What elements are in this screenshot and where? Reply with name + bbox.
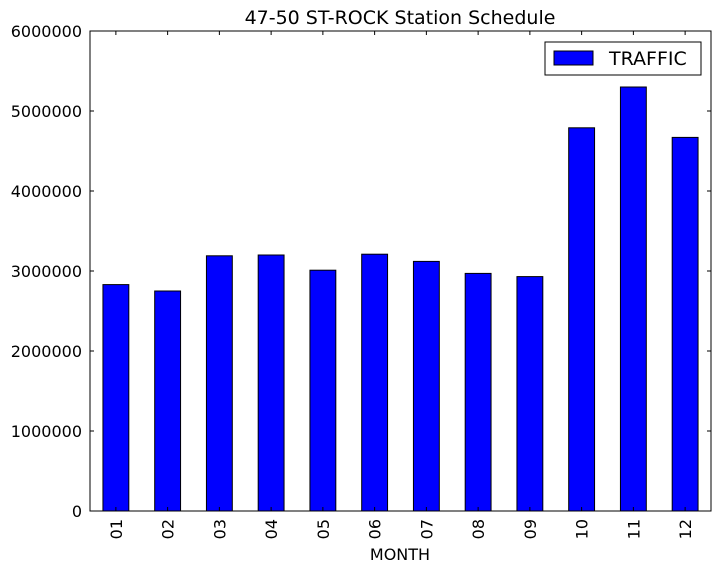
bar-08 bbox=[464, 272, 492, 512]
y-tick-label-6000000: 6000000 bbox=[11, 22, 82, 41]
bar-06 bbox=[361, 253, 389, 512]
legend: TRAFFIC bbox=[544, 41, 702, 76]
y-tick-label-4000000: 4000000 bbox=[11, 182, 82, 201]
bar-09 bbox=[516, 276, 544, 512]
x-tick-label-08: 08 bbox=[469, 519, 488, 539]
legend-label-traffic: TRAFFIC bbox=[608, 48, 687, 70]
x-tick-label-10: 10 bbox=[573, 519, 592, 539]
x-tick-label-05: 05 bbox=[314, 519, 333, 539]
x-tick-label-03: 03 bbox=[210, 519, 229, 539]
bar-01 bbox=[102, 284, 130, 512]
bar-12 bbox=[671, 136, 699, 512]
y-tick-label-3000000: 3000000 bbox=[11, 262, 82, 281]
x-tick-label-06: 06 bbox=[366, 519, 385, 539]
bar-02 bbox=[154, 290, 182, 512]
bar-11 bbox=[619, 86, 647, 512]
x-tick-label-11: 11 bbox=[624, 519, 643, 539]
plot-frame bbox=[89, 30, 712, 512]
x-tick-label-09: 09 bbox=[521, 519, 540, 539]
bar-10 bbox=[568, 127, 596, 512]
x-tick-label-04: 04 bbox=[262, 519, 281, 539]
x-tick-label-02: 02 bbox=[159, 519, 178, 539]
x-axis: 01 02 03 04 05 06 07 08 09 10 11 12 bbox=[107, 31, 695, 539]
y-axis: 0 1000000 2000000 3000000 4000000 5000000 6000… bbox=[11, 22, 711, 521]
chart-title: 47-50 ST-ROCK Station Schedule bbox=[245, 7, 556, 29]
y-tick-label-2000000: 2000000 bbox=[11, 342, 82, 361]
bar-04 bbox=[257, 254, 285, 512]
legend-frame bbox=[544, 41, 702, 76]
y-tick-label-0: 0 bbox=[72, 502, 82, 521]
bar-05 bbox=[309, 269, 337, 512]
bar-07 bbox=[412, 260, 440, 512]
x-tick-label-12: 12 bbox=[676, 519, 695, 539]
x-tick-label-01: 01 bbox=[107, 519, 126, 539]
bars-group bbox=[102, 86, 699, 512]
y-tick-label-5000000: 5000000 bbox=[11, 102, 82, 121]
x-tick-label-07: 07 bbox=[417, 519, 436, 539]
y-tick-label-1000000: 1000000 bbox=[11, 422, 82, 441]
x-axis-label: MONTH bbox=[370, 545, 430, 564]
bar-03 bbox=[205, 255, 233, 512]
legend-swatch bbox=[553, 50, 594, 66]
